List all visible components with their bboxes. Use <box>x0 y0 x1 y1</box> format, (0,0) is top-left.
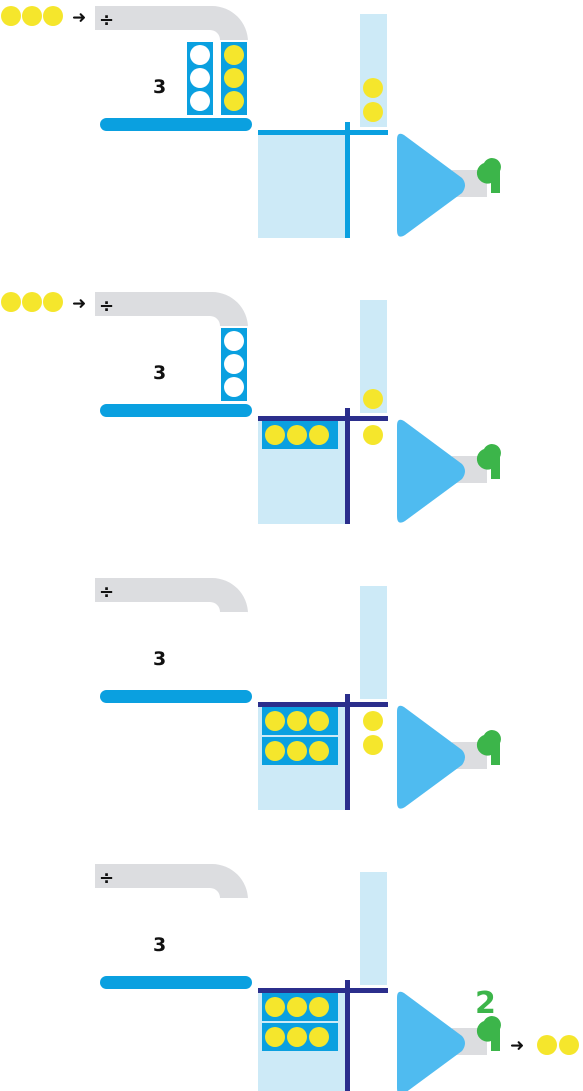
division-bar <box>100 976 252 989</box>
divider-vertical <box>345 408 350 524</box>
funnel <box>397 991 465 1091</box>
divider-horizontal <box>258 130 388 135</box>
hopper-token-white <box>190 68 210 88</box>
grouped-token <box>265 997 285 1017</box>
falling-token <box>363 389 383 409</box>
divisor-label: 3 <box>153 648 166 670</box>
grouped-token <box>287 741 307 761</box>
quotient-value: 2 <box>475 986 496 1021</box>
grouped-token <box>309 1027 329 1047</box>
output-token <box>559 1035 579 1055</box>
input-token <box>22 292 42 312</box>
quotient-drop <box>476 1016 501 1051</box>
hopper-token-white <box>190 91 210 111</box>
input-pipe <box>95 578 248 614</box>
divider-vertical <box>345 694 350 810</box>
grouped-token <box>309 425 329 445</box>
grouped-token <box>265 711 285 731</box>
result-box <box>258 135 346 238</box>
grouped-token <box>287 1027 307 1047</box>
division-step-3: ÷3 <box>95 578 501 810</box>
funnel <box>397 419 465 523</box>
arrow-right-icon: ➜ <box>510 1036 524 1056</box>
remainder-token <box>363 425 383 445</box>
input-pipe <box>95 292 248 328</box>
grouped-token <box>265 741 285 761</box>
hopper-token-white <box>224 354 244 374</box>
quotient-drop <box>476 730 501 765</box>
division-bar <box>100 118 252 131</box>
arrow-right-icon: ➜ <box>72 8 86 28</box>
input-pipe <box>95 6 248 42</box>
grouped-token <box>309 741 329 761</box>
hopper-token-white <box>190 45 210 65</box>
divider-horizontal <box>258 988 388 993</box>
funnel <box>397 133 465 237</box>
grouped-token <box>265 1027 285 1047</box>
arrow-right-icon: ➜ <box>72 294 86 314</box>
funnel <box>397 705 465 809</box>
grouped-token <box>309 711 329 731</box>
input-token <box>1 292 21 312</box>
quotient-drop <box>476 158 501 193</box>
falling-token <box>363 78 383 98</box>
divisor-label: 3 <box>153 76 166 98</box>
divider-horizontal <box>258 416 388 421</box>
division-icon: ÷ <box>99 582 114 603</box>
input-pipe <box>95 864 248 900</box>
divisor-label: 3 <box>153 362 166 384</box>
division-bar <box>100 690 252 703</box>
vertical-chute <box>360 586 387 699</box>
vertical-chute <box>360 872 387 985</box>
division-icon: ÷ <box>99 868 114 889</box>
grouped-token <box>309 997 329 1017</box>
grouped-token <box>265 425 285 445</box>
division-step-2: ➜ ÷ 3 <box>1 292 501 524</box>
division-bar <box>100 404 252 417</box>
divider-vertical <box>345 980 350 1091</box>
hopper-token-white <box>224 377 244 397</box>
division-step-4: ÷ 3 2 ➜ <box>95 864 579 1091</box>
output-token <box>537 1035 557 1055</box>
grouped-token <box>287 711 307 731</box>
divider-vertical <box>345 122 350 238</box>
hopper-token-yellow <box>224 91 244 111</box>
hopper-token-yellow <box>224 45 244 65</box>
remainder-token <box>363 711 383 731</box>
falling-token <box>363 102 383 122</box>
hopper-token-yellow <box>224 68 244 88</box>
input-token <box>43 292 63 312</box>
divisor-label: 3 <box>153 934 166 956</box>
grouped-token <box>287 997 307 1017</box>
division-icon: ÷ <box>99 296 114 317</box>
input-token <box>22 6 42 26</box>
division-icon: ÷ <box>99 10 114 31</box>
quotient-drop <box>476 444 501 479</box>
remainder-token <box>363 735 383 755</box>
hopper-token-white <box>224 331 244 351</box>
input-token <box>43 6 63 26</box>
input-token <box>1 6 21 26</box>
grouped-token <box>287 425 307 445</box>
divider-horizontal <box>258 702 388 707</box>
division-step-1: ➜ ÷ 3 <box>1 6 501 238</box>
